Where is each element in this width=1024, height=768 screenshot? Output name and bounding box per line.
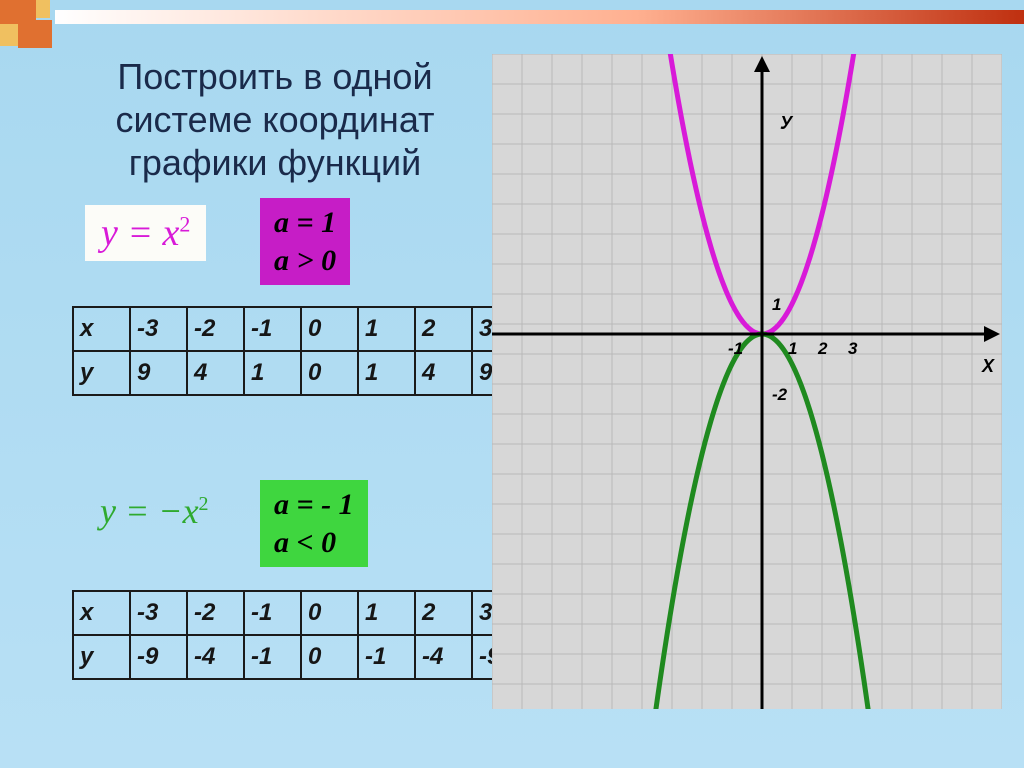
table-cell: -3 <box>130 307 187 351</box>
condition-a-positive: a = 1 a > 0 <box>260 198 350 285</box>
page-title: Построить в одной системе координат граф… <box>75 55 475 185</box>
table-cell: 4 <box>187 351 244 395</box>
y-axis-label: У <box>780 113 794 133</box>
table-cell: 0 <box>301 635 358 679</box>
y-tick-label: 1 <box>772 295 781 314</box>
formula-y-eq-x2: y = x2 <box>85 205 206 261</box>
table-cell: -2 <box>187 591 244 635</box>
formula1-text: y = x <box>101 212 179 254</box>
x-axis-label: Х <box>981 356 995 376</box>
table-cell: 1 <box>358 591 415 635</box>
table-cell: -2 <box>187 307 244 351</box>
table-cell: y <box>73 351 130 395</box>
chart-parabolas: -1 1 2 3 1 -2 Х У <box>492 54 1002 709</box>
formula2-sup: 2 <box>199 493 209 515</box>
formula1-sup: 2 <box>179 211 190 236</box>
table-cell: 1 <box>358 351 415 395</box>
formula2-text: y = −x <box>100 491 199 531</box>
cond1-line2: a > 0 <box>274 242 336 280</box>
table-cell: -4 <box>415 635 472 679</box>
table-cell: -1 <box>358 635 415 679</box>
x-tick-label: 3 <box>848 339 858 358</box>
decor-square <box>0 24 18 46</box>
table-cell: 2 <box>415 591 472 635</box>
table-cell: 9 <box>130 351 187 395</box>
table-cell: x <box>73 307 130 351</box>
table-cell: -4 <box>187 635 244 679</box>
decor-gradient-bar <box>55 10 1024 24</box>
table-cell: -9 <box>130 635 187 679</box>
table-y-eq-neg-x2: x-3-2-10123 y-9-4-10-1-4-9 <box>72 590 530 680</box>
table-cell: -1 <box>244 635 301 679</box>
x-tick-label: -1 <box>728 339 743 358</box>
decor-square <box>36 0 50 18</box>
table-cell: 0 <box>301 307 358 351</box>
table-cell: -1 <box>244 591 301 635</box>
condition-a-negative: a = - 1 a < 0 <box>260 480 368 567</box>
table-cell: 0 <box>301 351 358 395</box>
cond2-line1: a = - 1 <box>274 486 354 524</box>
table-cell: 1 <box>244 351 301 395</box>
table-cell: 4 <box>415 351 472 395</box>
table-cell: y <box>73 635 130 679</box>
table-cell: 1 <box>358 307 415 351</box>
y-tick-label: -2 <box>772 385 788 404</box>
table-cell: 2 <box>415 307 472 351</box>
x-tick-label: 1 <box>788 339 797 358</box>
table-y-eq-x2: x-3-2-10123 y9410149 <box>72 306 530 396</box>
table-cell: x <box>73 591 130 635</box>
decor-square <box>18 20 52 48</box>
cond2-line2: a < 0 <box>274 524 354 562</box>
table-cell: -3 <box>130 591 187 635</box>
table-cell: 0 <box>301 591 358 635</box>
cond1-line1: a = 1 <box>274 204 336 242</box>
formula-y-eq-neg-x2: y = −x2 <box>100 490 209 532</box>
table-cell: -1 <box>244 307 301 351</box>
x-tick-label: 2 <box>817 339 828 358</box>
